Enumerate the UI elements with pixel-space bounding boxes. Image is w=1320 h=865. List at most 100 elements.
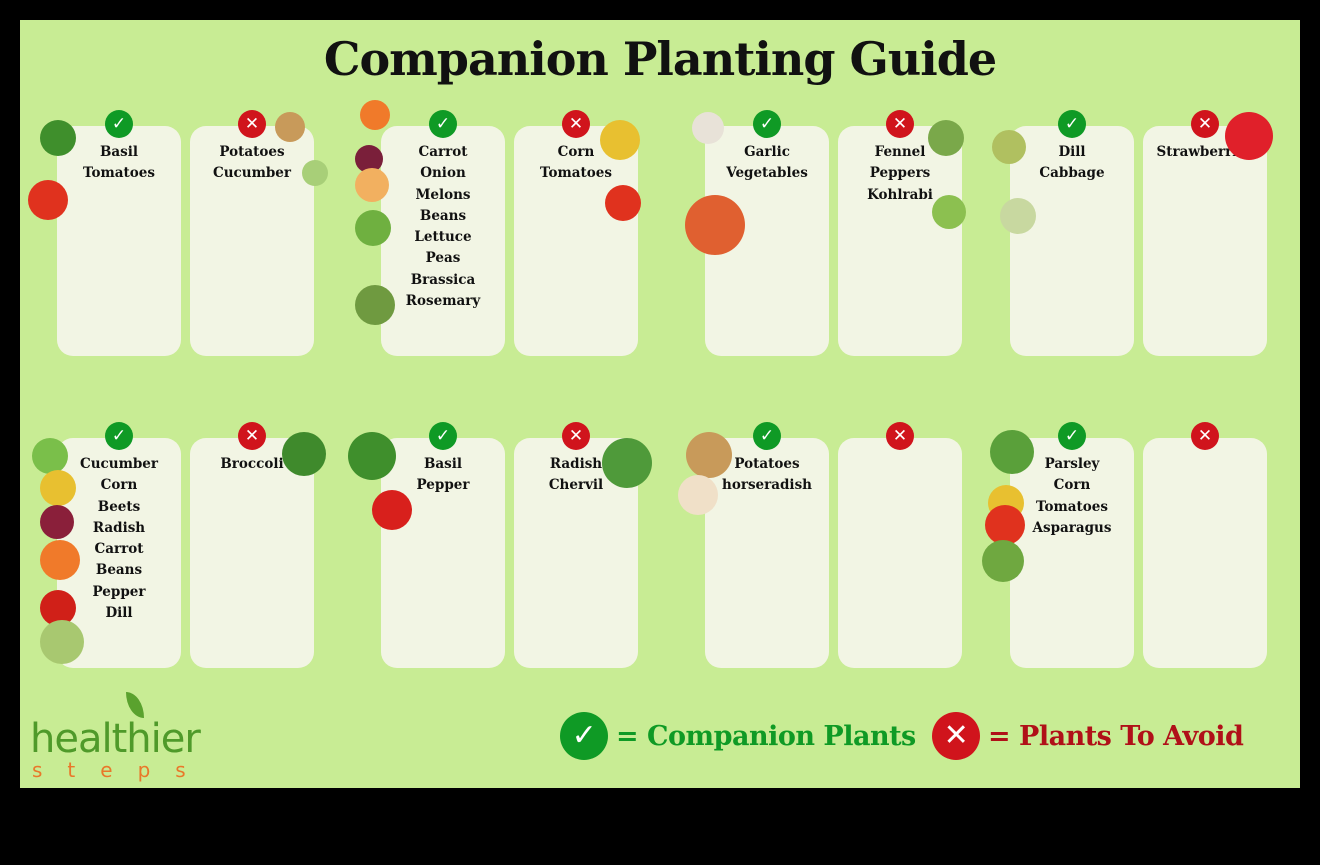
plant-name: Melons <box>415 186 471 203</box>
vegetable-illustration <box>275 112 305 142</box>
plant-name: Corn <box>557 144 595 160</box>
legend-avoid: ✕ = Plants To Avoid <box>932 712 1244 760</box>
plant-card-avoid: ✕ Broccoli <box>190 422 314 668</box>
plant-name: Radish <box>549 456 603 472</box>
plant-list: Potatoes Cucumber <box>190 142 314 185</box>
vegetable-illustration <box>990 430 1034 474</box>
vegetable-illustration <box>678 475 718 515</box>
legend-companion: ✓ = Companion Plants <box>560 712 916 760</box>
check-icon: ✓ <box>105 422 133 450</box>
plant-name: Beets <box>97 498 141 515</box>
plant-name: Beans <box>419 207 467 224</box>
plant-list: Potatoes horseradish <box>705 454 829 497</box>
page-title: Companion Planting Guide <box>323 32 997 86</box>
logo-text-bottom: steps <box>32 758 211 782</box>
plant-name: Lettuce <box>414 229 472 246</box>
check-icon: ✓ <box>1058 110 1086 138</box>
plant-name: Fennel <box>874 144 926 160</box>
plant-name: Basil <box>423 456 462 472</box>
plant-card-companion: ✓ Carrot Onion Melons Beans Lettuce Peas Brassi… <box>381 110 505 356</box>
logo: healthier steps <box>30 688 250 782</box>
plant-name: Tomatoes <box>83 165 155 182</box>
plant-name: Potatoes <box>734 456 800 472</box>
plant-name: Corn <box>100 477 138 494</box>
vegetable-illustration <box>1000 198 1036 234</box>
check-icon: ✓ <box>105 110 133 138</box>
vegetable-illustration <box>355 210 391 246</box>
plant-name: Cucumber <box>79 456 159 472</box>
plant-name: Garlic <box>744 144 790 160</box>
plant-name: Brassica <box>410 271 476 288</box>
plant-name: Onion <box>420 165 466 182</box>
check-icon: ✓ <box>1058 422 1086 450</box>
plant-name: Parsley <box>1044 456 1100 472</box>
check-icon: ✓ <box>753 422 781 450</box>
leaf-icon <box>126 692 144 718</box>
plant-list: Radish Chervil <box>514 454 638 497</box>
plant-list: Basil Pepper <box>381 454 505 497</box>
legend-avoid-label: = Plants To Avoid <box>988 720 1244 752</box>
plant-name: Dill <box>105 605 133 622</box>
x-icon: ✕ <box>886 422 914 450</box>
plant-name: Radish <box>92 519 146 536</box>
vegetable-illustration <box>992 130 1026 164</box>
plant-list: Garlic Vegetables <box>705 142 829 185</box>
plant-name: Rosemary <box>405 293 481 310</box>
plant-list: Basil Tomatoes <box>57 142 181 185</box>
plant-card-avoid: ✕ Strawberries <box>1143 110 1267 356</box>
x-icon: ✕ <box>562 110 590 138</box>
plant-list: Cucumber Corn Beets Radish Carrot Beans Pepper… <box>57 454 181 624</box>
plant-card-companion: ✓ Potatoes horseradish <box>705 422 829 668</box>
plant-card-companion: ✓ Parsley Corn Tomatoes Asparagus <box>1010 422 1134 668</box>
plant-name: Pepper <box>92 583 146 600</box>
vegetable-illustration <box>928 120 964 156</box>
infographic-panel: Companion Planting Guide ✓ Basil Tomatoes ✕… <box>20 20 1300 788</box>
x-icon: ✕ <box>238 422 266 450</box>
vegetable-illustration <box>302 160 328 186</box>
plant-name: Peas <box>425 250 461 267</box>
plant-name: Carrot <box>94 541 144 558</box>
plant-list: Dill Cabbage <box>1010 142 1134 185</box>
plant-name: Vegetables <box>726 165 808 182</box>
plant-card-avoid: ✕ <box>1143 422 1267 668</box>
plant-name: Carrot <box>418 144 468 160</box>
x-icon: ✕ <box>886 110 914 138</box>
vegetable-illustration <box>685 195 745 255</box>
plant-name: Cucumber <box>212 165 292 182</box>
x-icon: ✕ <box>1191 110 1219 138</box>
vegetable-illustration <box>40 470 76 506</box>
vegetable-illustration <box>686 432 732 478</box>
plant-card-companion: ✓ Basil Pepper <box>381 422 505 668</box>
vegetable-illustration <box>40 505 74 539</box>
x-icon: ✕ <box>238 110 266 138</box>
check-icon: ✓ <box>429 110 457 138</box>
check-icon: ✓ <box>560 712 608 760</box>
plant-name: Pepper <box>416 477 470 494</box>
plant-name: Basil <box>99 144 138 160</box>
vegetable-illustration <box>932 195 966 229</box>
vegetable-illustration <box>40 540 80 580</box>
plant-name: Dill <box>1058 144 1086 160</box>
plant-name: Broccoli <box>220 456 284 472</box>
vegetable-illustration <box>985 505 1025 545</box>
plant-name: Beans <box>95 562 143 579</box>
plant-card-avoid: ✕ Corn Tomatoes <box>514 110 638 356</box>
plant-list: Corn Tomatoes <box>514 142 638 185</box>
x-icon: ✕ <box>562 422 590 450</box>
x-icon: ✕ <box>932 712 980 760</box>
vegetable-illustration <box>282 432 326 476</box>
plant-name: horseradish <box>722 477 812 494</box>
vegetable-illustration <box>348 432 396 480</box>
plant-name: Tomatoes <box>1036 498 1108 515</box>
plant-list: Broccoli <box>190 454 314 475</box>
plant-card-companion: ✓ Dill Cabbage <box>1010 110 1134 356</box>
plant-list: Parsley Corn Tomatoes Asparagus <box>1010 454 1134 539</box>
check-icon: ✓ <box>429 422 457 450</box>
vegetable-illustration <box>355 285 395 325</box>
plant-name: Cabbage <box>1039 165 1105 182</box>
plant-name: Tomatoes <box>540 165 612 182</box>
plant-card-avoid: ✕ Radish Chervil <box>514 422 638 668</box>
plant-name: Corn <box>1053 477 1091 494</box>
vegetable-illustration <box>32 438 68 474</box>
plant-name: Asparagus <box>1032 519 1112 536</box>
